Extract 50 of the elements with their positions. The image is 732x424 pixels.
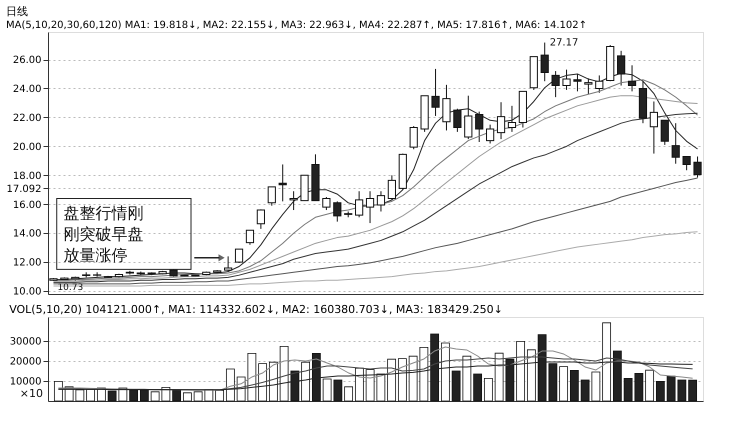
y-tick-label: 10000 — [10, 376, 42, 388]
candlestick — [562, 69, 571, 90]
chart-subtitle: MA(5,10,20,30,60,120) MA1: 19.818↓, MA2: 22.155↓, MA3: 22.963↓, MA4: 22.287↑, MA5: 17.816↑, MA6: 14.102↑ — [6, 20, 587, 31]
candlestick — [672, 122, 680, 164]
candlestick — [453, 108, 462, 132]
y-tick-label: 24.00 — [12, 84, 42, 95]
candlestick — [442, 84, 451, 131]
y-tick-label: 16.00 — [12, 200, 42, 211]
candlestick — [595, 74, 604, 94]
candlestick — [246, 230, 254, 246]
candlestick — [355, 190, 364, 218]
line-series — [52, 177, 698, 284]
candlestick — [496, 102, 506, 140]
candlestick — [333, 200, 342, 222]
candlestick — [376, 190, 386, 212]
y-tick-label: 20000 — [10, 356, 42, 368]
candlestick — [410, 126, 418, 150]
y-tick-label: 18.00 — [12, 170, 42, 182]
y-tick-label: 17.092 — [6, 184, 42, 195]
candlestick — [268, 186, 276, 206]
y-tick-label: 12.00 — [12, 258, 42, 269]
chart-title: VOL(5,10,20) 104121.000↑, MA1: 114332.602↓, MA2: 160380.703↓, MA3: 183429.250↓ — [9, 303, 503, 316]
candlestick — [256, 208, 265, 230]
annotation: 27.17 — [550, 38, 578, 49]
candlestick — [660, 120, 669, 146]
y-tick-label: 14.00 — [12, 228, 42, 240]
candlestick — [650, 100, 658, 154]
candlestick — [486, 124, 494, 144]
y-tick-label: 22.00 — [12, 112, 42, 124]
chart-title: 日线 — [6, 5, 28, 18]
y-tick-label: 30000 — [10, 336, 42, 348]
candlestick — [693, 156, 702, 178]
candlestick — [464, 95, 472, 140]
y-tick-label: 26.00 — [12, 55, 42, 66]
text: ×10 — [20, 387, 43, 400]
candlestick — [475, 111, 484, 143]
candlestick — [366, 190, 374, 224]
candlestick — [584, 78, 592, 95]
candlestick — [290, 190, 298, 211]
candlestick — [388, 174, 396, 200]
y-tick-label: 20.00 — [12, 142, 42, 153]
annotation: 10.73 — [57, 282, 84, 293]
candlestick — [540, 42, 549, 82]
y-tick-label: 10.00 — [12, 286, 42, 298]
annotation: 盘整行情刚刚突破早盘放量涨停 — [63, 204, 144, 265]
candlestick — [682, 156, 691, 171]
candlestick — [508, 105, 516, 132]
candlestick — [322, 196, 330, 211]
candlestick — [234, 248, 244, 264]
candlestick — [431, 68, 440, 116]
